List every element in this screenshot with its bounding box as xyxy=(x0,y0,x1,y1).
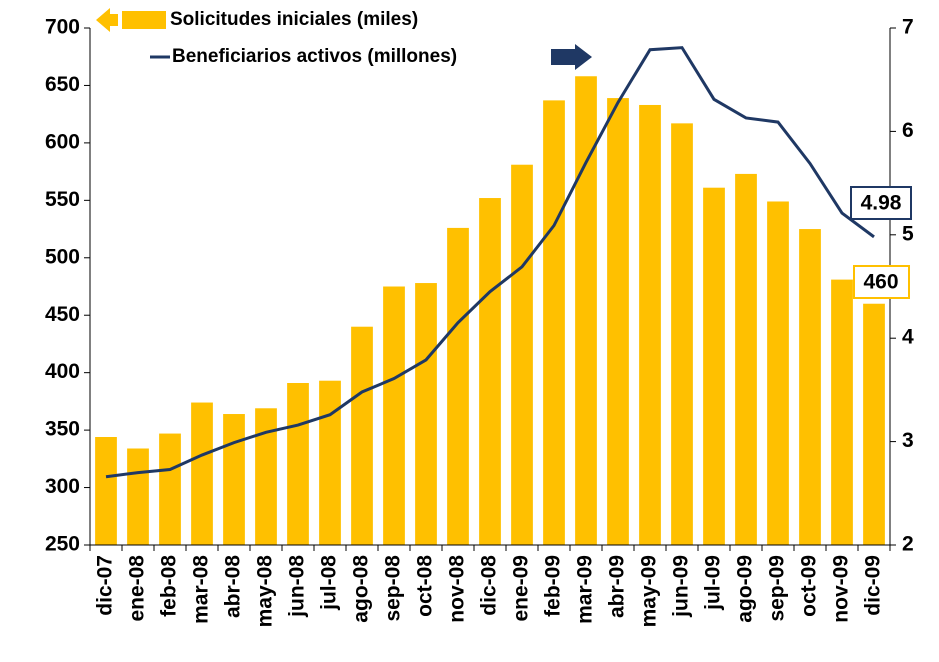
x-tick-label: jul-09 xyxy=(702,555,725,611)
x-tick-label: feb-08 xyxy=(158,555,181,617)
x-tick-label: dic-09 xyxy=(862,555,885,616)
x-tick-label: sep-08 xyxy=(382,555,405,622)
bar xyxy=(191,402,213,545)
x-tick-label: ene-09 xyxy=(510,555,533,622)
bar xyxy=(863,303,885,545)
y-tick-label: 450 xyxy=(45,303,80,326)
x-tick-label: jun-09 xyxy=(670,555,693,618)
x-tick-label: jul-08 xyxy=(318,555,341,611)
bar xyxy=(287,383,309,545)
line xyxy=(105,46,875,479)
data-label-box xyxy=(853,265,910,299)
y-tick-label: 250 xyxy=(45,533,80,556)
x-tick-label: ago-08 xyxy=(350,555,373,623)
bar xyxy=(383,286,405,545)
y2-tick-label: 4 xyxy=(902,326,914,349)
bar xyxy=(447,227,469,545)
legend-label: Solicitudes iniciales (miles) xyxy=(170,9,418,30)
bar xyxy=(159,433,181,545)
y2-tick-label: 6 xyxy=(902,119,914,142)
legend-label: Beneficiarios activos (millones) xyxy=(172,46,457,67)
bar xyxy=(415,283,437,545)
x-tick-label: mar-08 xyxy=(190,555,213,624)
bar xyxy=(735,173,757,546)
y-tick-label: 600 xyxy=(45,130,80,153)
bar xyxy=(511,164,533,545)
y-tick-label: 400 xyxy=(45,360,80,383)
x-tick-label: nov-09 xyxy=(830,555,853,623)
x-tick-label: ago-09 xyxy=(734,555,757,623)
x-tick-label: jun-08 xyxy=(286,555,309,618)
y2-tick-label: 2 xyxy=(902,533,914,556)
bar xyxy=(479,198,501,545)
bar xyxy=(639,104,661,545)
bar xyxy=(543,100,565,545)
bar xyxy=(223,414,245,545)
x-tick-label: ene-08 xyxy=(126,555,149,622)
x-tick-label: sep-09 xyxy=(766,555,789,622)
y2-tick-label: 7 xyxy=(902,16,914,39)
y-tick-label: 350 xyxy=(45,418,80,441)
x-tick-label: nov-08 xyxy=(446,555,469,623)
legend: Solicitudes iniciales (miles) Beneficiar… xyxy=(96,8,592,70)
data-label: 4.98 xyxy=(861,192,902,215)
bar xyxy=(575,76,597,546)
x-tick-label: feb-09 xyxy=(542,555,565,617)
bar xyxy=(127,448,149,545)
x-tick-label: may-09 xyxy=(638,555,661,627)
x-tick-label: abr-08 xyxy=(222,555,245,618)
x-tick-label: dic-08 xyxy=(478,555,501,616)
legend-swatch xyxy=(122,11,166,29)
bar xyxy=(671,123,693,545)
bar xyxy=(767,201,789,545)
y-tick-label: 550 xyxy=(45,188,80,211)
y-tick-label: 700 xyxy=(45,16,80,39)
bar xyxy=(799,229,821,546)
bar xyxy=(703,187,725,545)
bar xyxy=(607,98,629,546)
x-tick-label: oct-09 xyxy=(798,555,821,617)
bar xyxy=(351,326,373,545)
legend-arrow-left xyxy=(96,8,118,32)
y-tick-label: 300 xyxy=(45,475,80,498)
y2-tick-label: 3 xyxy=(902,429,914,452)
x-tick-label: dic-07 xyxy=(94,555,117,616)
bar xyxy=(319,380,341,545)
y-tick-label: 650 xyxy=(45,73,80,96)
x-tick-label: abr-09 xyxy=(606,555,629,618)
data-label: 460 xyxy=(863,271,898,294)
data-label-box xyxy=(850,186,912,220)
y-tick-label: 500 xyxy=(45,245,80,268)
x-tick-label: mar-09 xyxy=(574,555,597,624)
y2-tick-label: 5 xyxy=(902,222,914,245)
x-tick-label: may-08 xyxy=(254,555,277,628)
bar xyxy=(831,279,853,545)
x-tick-label: oct-08 xyxy=(414,555,437,617)
legend-arrow-right xyxy=(551,44,592,70)
bar xyxy=(255,408,277,545)
bar xyxy=(95,437,117,545)
